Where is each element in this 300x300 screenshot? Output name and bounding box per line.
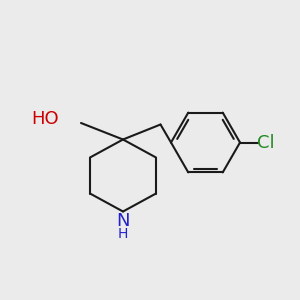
Text: HO: HO (31, 110, 58, 128)
Text: H: H (118, 226, 128, 241)
Text: Cl: Cl (256, 134, 274, 152)
Text: N: N (116, 212, 130, 230)
